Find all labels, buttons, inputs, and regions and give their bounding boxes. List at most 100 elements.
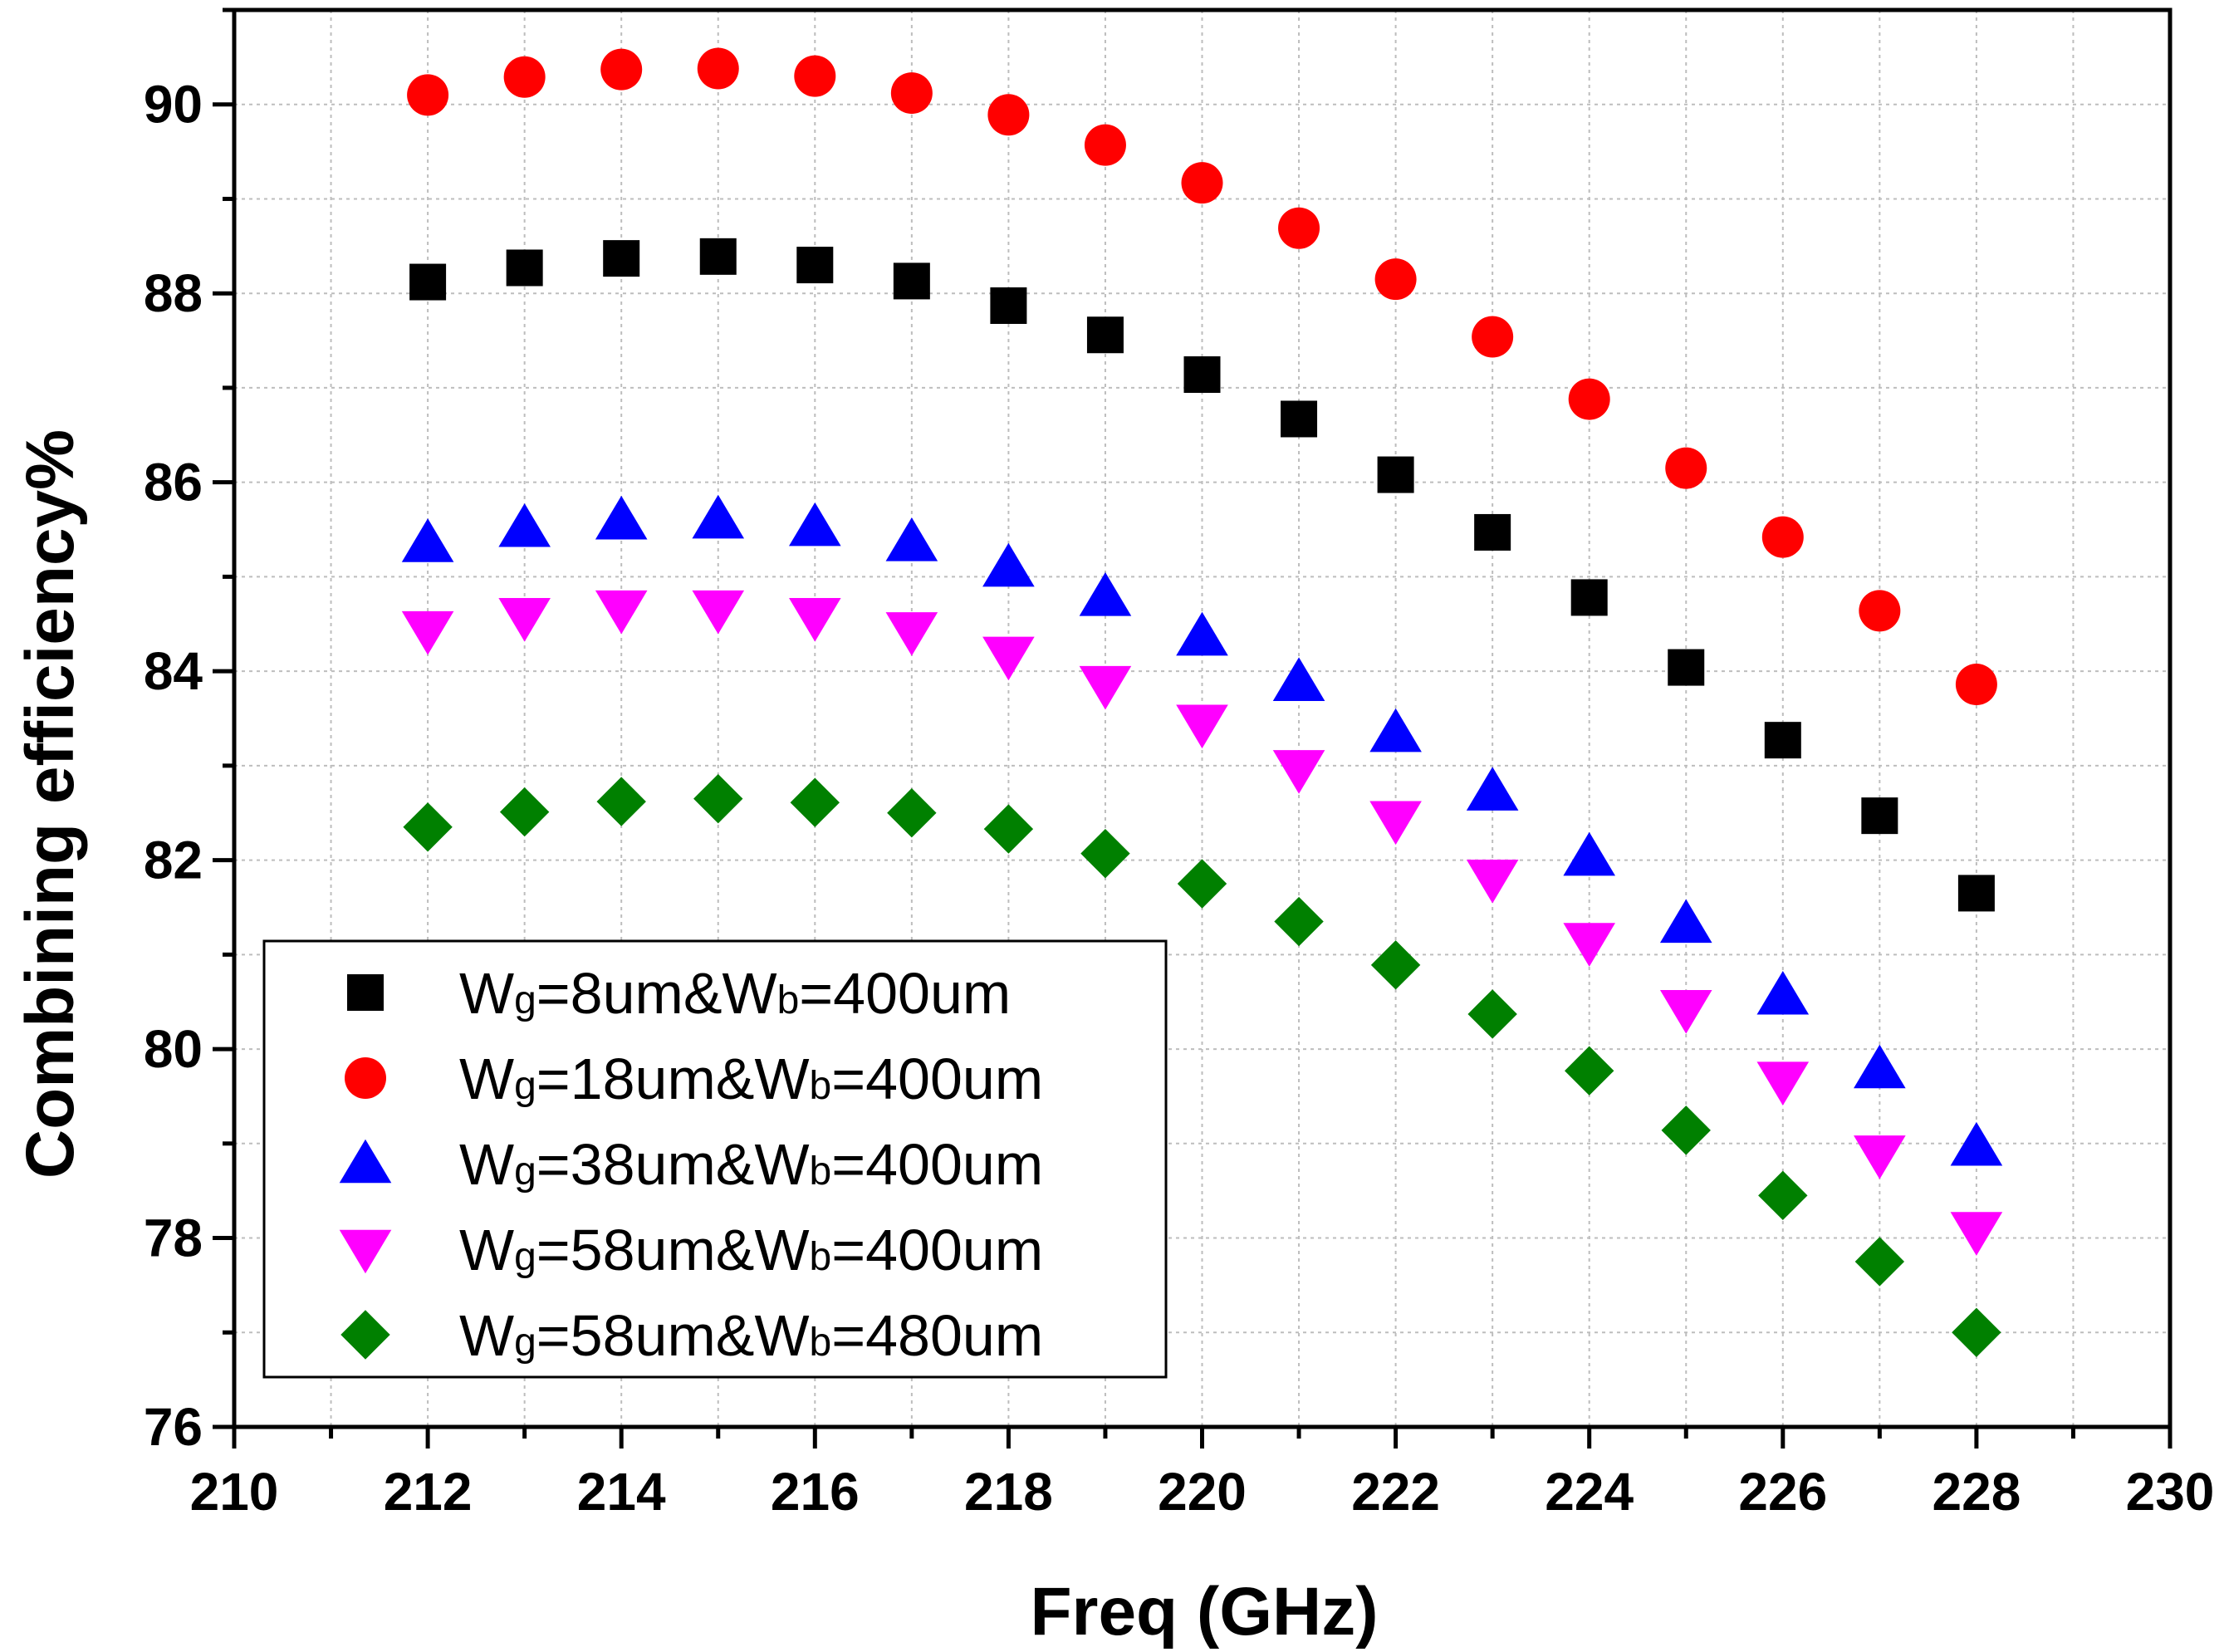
y-tick-label: 80 <box>144 1019 203 1079</box>
x-tick-label: 222 <box>1351 1462 1440 1522</box>
legend-marker <box>340 1310 390 1360</box>
series-2 <box>407 47 1997 706</box>
data-points <box>401 47 2003 1357</box>
data-point <box>1861 797 1898 835</box>
data-point <box>1661 1105 1711 1155</box>
data-point <box>1467 989 1517 1039</box>
data-point <box>1474 513 1511 551</box>
data-point <box>409 263 447 301</box>
x-tick-label: 224 <box>1545 1462 1634 1522</box>
data-point <box>1183 356 1221 394</box>
data-point <box>890 72 933 115</box>
data-point <box>1176 611 1228 656</box>
y-axis-title: Combining efficiency% <box>12 429 88 1179</box>
x-tick-label: 220 <box>1158 1462 1247 1522</box>
data-point <box>401 518 454 562</box>
y-tick-label: 78 <box>144 1208 203 1268</box>
data-point <box>1761 516 1804 558</box>
legend-marker <box>345 1057 386 1099</box>
legend-label-part: =18um&W <box>536 1047 810 1111</box>
data-point <box>1278 207 1320 249</box>
legend-item: Wg=38um&Wb=400um <box>339 1132 1043 1197</box>
legend-label-part: =480um <box>831 1303 1043 1368</box>
data-point <box>789 502 841 547</box>
legend-item: Wg=8um&Wb=400um <box>347 961 1011 1026</box>
data-point <box>987 94 1030 136</box>
data-point <box>1563 831 1615 876</box>
data-point <box>595 495 648 540</box>
data-point <box>1854 1237 1905 1287</box>
y-tick-label: 76 <box>144 1397 203 1457</box>
x-tick-label: 218 <box>964 1462 1053 1522</box>
legend-label-part: =400um <box>831 1047 1043 1111</box>
legend-label: Wg=18um&Wb=400um <box>459 1047 1043 1111</box>
data-point <box>893 262 930 300</box>
x-tick-labels: 210 212 214 216 218 220 222 224 226 228 230 <box>190 1462 2215 1522</box>
data-point <box>595 590 648 635</box>
legend-label-part: =400um <box>831 1218 1043 1282</box>
legend-label-part: W <box>459 1047 514 1111</box>
data-point <box>1369 708 1422 752</box>
data-point <box>1764 722 1801 759</box>
x-tick-label: 226 <box>1738 1462 1827 1522</box>
x-tick-label: 210 <box>190 1462 279 1522</box>
data-point <box>697 47 739 90</box>
data-point <box>1080 828 1130 879</box>
y-tick-label: 82 <box>144 831 203 890</box>
data-point <box>1369 801 1422 846</box>
data-point <box>1668 649 1705 686</box>
legend-label-subscript: g <box>514 1150 536 1194</box>
data-point <box>1084 124 1126 166</box>
data-point <box>603 240 640 277</box>
y-tick-label: 90 <box>144 75 203 135</box>
data-point <box>983 804 1034 854</box>
legend-label-part: =8um&W <box>536 961 777 1026</box>
data-point <box>1950 1121 2003 1166</box>
data-point <box>1570 579 1608 616</box>
series-5 <box>403 773 2001 1357</box>
legend-box <box>262 939 1168 1379</box>
data-point <box>1854 1044 1906 1089</box>
series-4 <box>401 590 2003 1256</box>
data-point <box>1756 970 1810 1015</box>
legend: Wg=8um&Wb=400umWg=18um&Wb=400umWg=38um&W… <box>262 939 1168 1379</box>
data-point <box>596 777 646 826</box>
data-point <box>600 48 643 91</box>
data-point <box>1272 657 1325 701</box>
y-tick-label: 84 <box>144 641 203 701</box>
legend-label-part: W <box>459 1303 514 1368</box>
data-point <box>1176 704 1228 749</box>
data-point <box>699 238 737 275</box>
data-point <box>1281 400 1318 438</box>
data-point <box>1466 767 1519 811</box>
legend-marker <box>339 1139 392 1184</box>
plot-frame <box>232 7 2173 1429</box>
legend-item: Wg=18um&Wb=400um <box>345 1047 1043 1111</box>
legend-label-subscript: b <box>810 1321 832 1365</box>
data-point <box>796 247 834 284</box>
legend-marker <box>339 1229 392 1274</box>
data-point <box>885 517 938 561</box>
x-tick-label: 216 <box>771 1462 860 1522</box>
data-point <box>498 598 551 642</box>
legend-item: Wg=58um&Wb=400um <box>339 1218 1043 1282</box>
data-point <box>982 542 1035 587</box>
data-point <box>790 777 840 827</box>
data-point <box>1859 590 1901 632</box>
legend-label-subscript: g <box>514 1321 536 1365</box>
data-point <box>1565 1046 1614 1096</box>
data-point <box>403 802 453 852</box>
data-point <box>407 74 449 116</box>
data-point <box>1665 447 1707 489</box>
data-point <box>1756 1061 1810 1106</box>
data-point <box>693 773 743 824</box>
legend-label-subscript: b <box>810 1235 832 1279</box>
data-point <box>1659 899 1712 944</box>
legend-label-subscript: g <box>514 1235 536 1279</box>
data-point <box>1377 456 1414 493</box>
legend-marker <box>347 974 384 1011</box>
data-point <box>1370 940 1421 990</box>
data-point <box>1758 1170 1808 1221</box>
y-tick-label: 88 <box>144 263 203 323</box>
